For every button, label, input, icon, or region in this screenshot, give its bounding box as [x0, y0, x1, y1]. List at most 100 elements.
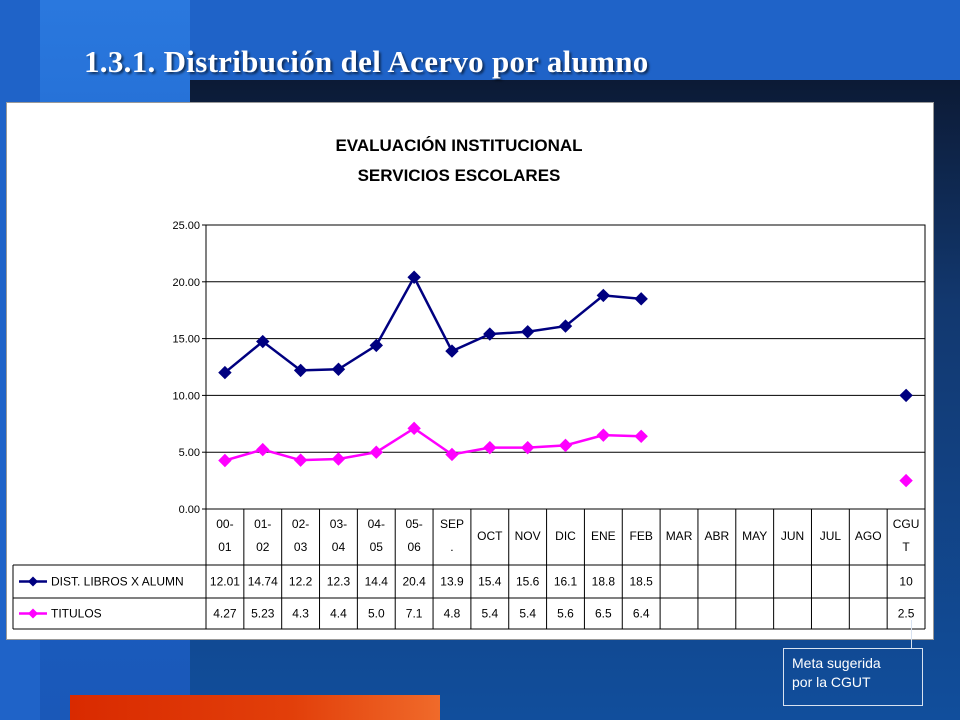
category-label: 02 [256, 540, 270, 554]
data-label: 10 [899, 575, 913, 589]
data-point [407, 270, 421, 284]
accent-bar [70, 695, 440, 720]
data-point [256, 334, 270, 349]
category-label: 05- [405, 517, 422, 531]
y-tick-label: 10.00 [172, 390, 200, 402]
legend-key-marker [28, 576, 38, 587]
data-label: 4.4 [330, 607, 347, 621]
category-label: 03- [330, 517, 347, 531]
data-label: 12.2 [289, 575, 313, 589]
data-point [558, 438, 573, 453]
data-point [369, 338, 383, 353]
data-point [899, 388, 913, 403]
data-label: 4.27 [213, 607, 237, 621]
data-point [331, 452, 346, 466]
legend-label: DIST. LIBROS X ALUMN [51, 575, 184, 589]
category-label: NOV [515, 529, 541, 543]
category-label: 04 [332, 540, 346, 554]
data-point [369, 445, 383, 459]
series-line [224, 426, 642, 462]
category-label: 02- [292, 517, 309, 531]
legend-key-marker [28, 608, 38, 619]
data-label: 4.3 [292, 607, 309, 621]
data-point [483, 440, 497, 455]
data-label: 15.4 [478, 575, 502, 589]
data-label: 18.8 [592, 575, 616, 589]
y-tick-label: 0.00 [179, 504, 200, 516]
data-label: 6.4 [633, 607, 650, 621]
data-label: 14.74 [248, 575, 278, 589]
data-point [407, 421, 421, 436]
data-label: 14.4 [365, 575, 389, 589]
category-label: DIC [555, 529, 576, 543]
data-point [218, 453, 232, 468]
data-point [256, 442, 270, 457]
data-label: 5.23 [251, 607, 275, 621]
category-label: SEP [440, 517, 464, 531]
y-tick-label: 15.00 [172, 334, 200, 346]
category-label: 00- [216, 517, 233, 531]
category-label: MAR [666, 529, 693, 543]
category-label: 01 [218, 540, 232, 554]
category-label: JUN [781, 529, 804, 543]
data-point [445, 344, 459, 358]
data-label: 20.4 [402, 575, 426, 589]
data-label: 6.5 [595, 607, 612, 621]
data-label: 13.9 [440, 575, 464, 589]
data-point [558, 319, 573, 333]
y-tick-label: 5.00 [179, 447, 200, 459]
data-label: 4.8 [444, 607, 461, 621]
category-label: 04- [368, 517, 385, 531]
note-line-1: Meta sugerida [792, 655, 881, 671]
category-label: T [902, 540, 910, 554]
data-label: 15.6 [516, 575, 540, 589]
y-tick-label: 25.00 [172, 220, 200, 232]
data-label: 16.1 [554, 575, 578, 589]
chart-container: EVALUACIÓN INSTITUCIONAL SERVICIOS ESCOLA… [6, 102, 934, 640]
data-point [634, 292, 648, 306]
data-label: 12.01 [210, 575, 240, 589]
data-label: 18.5 [630, 575, 654, 589]
data-label: 2.5 [898, 607, 915, 621]
chart-subtitle: SERVICIOS ESCOLARES [358, 166, 561, 185]
note-line-2: por la CGUT [792, 674, 871, 690]
data-label: 5.4 [519, 607, 536, 621]
data-point [596, 428, 611, 442]
data-label: 5.4 [481, 607, 498, 621]
y-tick-label: 20.00 [172, 277, 200, 289]
category-label: 05 [370, 540, 384, 554]
data-point [445, 447, 459, 462]
data-point [293, 363, 308, 378]
category-label: AGO [855, 529, 882, 543]
category-label: MAY [742, 529, 767, 543]
category-label: ABR [705, 529, 730, 543]
category-label: FEB [630, 529, 653, 543]
category-label: CGU [893, 517, 920, 531]
line-chart: EVALUACIÓN INSTITUCIONAL SERVICIOS ESCOLA… [12, 136, 926, 630]
data-point [483, 327, 497, 341]
data-point [899, 473, 913, 488]
category-label: . [450, 540, 453, 554]
data-point [331, 362, 346, 376]
category-label: 06 [407, 540, 421, 554]
data-label: 5.0 [368, 607, 385, 621]
data-point [218, 365, 232, 380]
category-label: OCT [477, 529, 503, 543]
legend-label: TITULOS [51, 607, 102, 621]
data-label: 12.3 [327, 575, 351, 589]
data-point [520, 325, 535, 339]
category-label: 01- [254, 517, 271, 531]
category-label: 03 [294, 540, 308, 554]
data-point [596, 288, 611, 303]
series-line [224, 274, 642, 374]
plot-area [205, 224, 926, 510]
category-label: JUL [820, 529, 842, 543]
data-point [634, 429, 648, 444]
slide-title: 1.3.1. Distribución del Acervo por alumn… [84, 44, 649, 79]
data-label: 7.1 [406, 607, 423, 621]
cgut-note: Meta sugerida por la CGUT [783, 648, 923, 706]
note-connector [911, 620, 912, 648]
data-label: 5.6 [557, 607, 574, 621]
data-point [293, 453, 308, 467]
data-point [520, 440, 535, 455]
